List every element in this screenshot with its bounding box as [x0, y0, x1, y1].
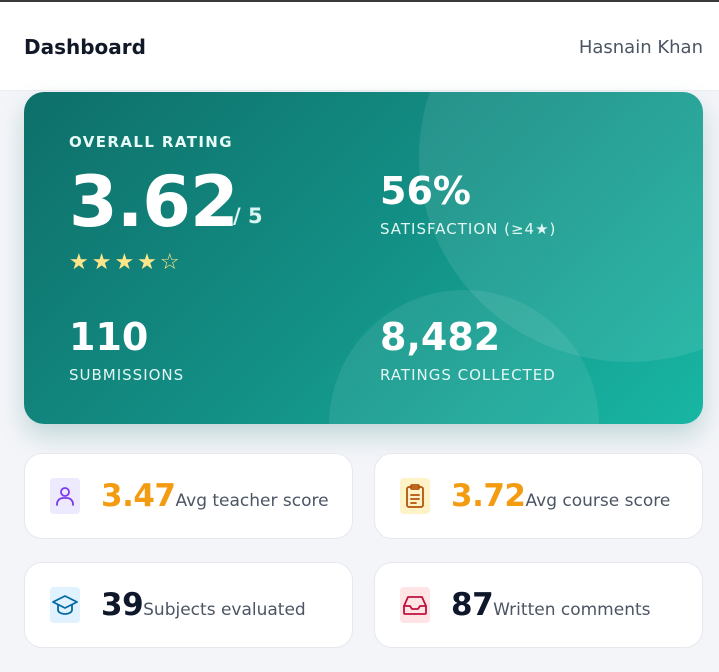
- stat-value: 39: [101, 587, 144, 623]
- overall-rating-label: OVERALL RATING: [69, 133, 233, 151]
- stat-value: 3.47: [101, 478, 176, 514]
- user-name[interactable]: Hasnain Khan: [578, 37, 703, 58]
- stat-card-subjects-evaluated[interactable]: 39Subjects evaluated: [24, 562, 353, 648]
- graduation-cap-icon: [50, 587, 80, 623]
- stat-value: 3.72: [451, 478, 526, 514]
- page-header: Dashboard Hasnain Khan: [0, 2, 719, 91]
- clipboard-icon: [400, 478, 430, 514]
- stat-card-written-comments[interactable]: 87Written comments: [374, 562, 703, 648]
- page-title: Dashboard: [24, 35, 146, 59]
- overall-rating-card: OVERALL RATING 3.62 / 5 ★★★★☆ 56% SATISF…: [24, 92, 703, 424]
- submissions-label: SUBMISSIONS: [69, 366, 185, 384]
- rating-stars: ★★★★☆: [69, 250, 183, 275]
- overall-rating-value: 3.62: [69, 161, 239, 243]
- ratings-collected-label: RATINGS COLLECTED: [380, 366, 556, 384]
- user-icon: [50, 478, 80, 514]
- ratings-collected-value: 8,482: [380, 315, 501, 359]
- satisfaction-value: 56%: [380, 169, 471, 213]
- stat-label: Subjects evaluated: [143, 600, 306, 620]
- stat-card-course-score[interactable]: 3.72Avg course score: [374, 453, 703, 539]
- satisfaction-label: SATISFACTION (≥4★): [380, 220, 557, 238]
- stat-label: Written comments: [493, 600, 651, 620]
- top-border: [0, 0, 719, 2]
- stat-label: Avg teacher score: [175, 491, 329, 511]
- stat-label: Avg course score: [525, 491, 671, 511]
- stat-value: 87: [451, 587, 494, 623]
- stat-card-teacher-score[interactable]: 3.47Avg teacher score: [24, 453, 353, 539]
- inbox-icon: [400, 587, 430, 623]
- submissions-value: 110: [69, 315, 149, 359]
- rating-out-of: / 5: [233, 204, 263, 228]
